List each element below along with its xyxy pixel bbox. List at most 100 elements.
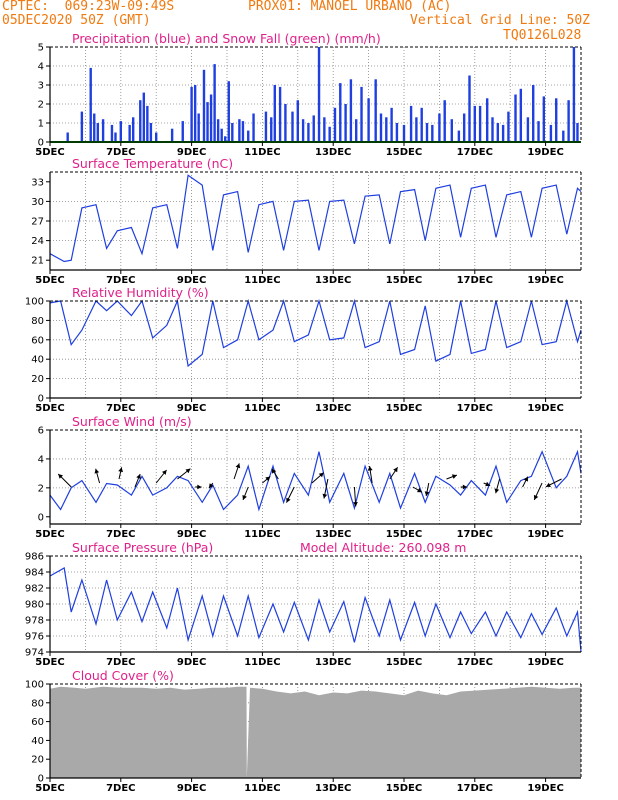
x-tick-label: 9DEC (177, 147, 206, 158)
precip-bar (110, 124, 114, 142)
precip-bar (485, 98, 489, 142)
y-tick-label: 100 (25, 297, 44, 308)
precip-bar (501, 124, 505, 142)
precip-bar (193, 85, 197, 142)
x-tick-label: 11DEC (244, 403, 280, 414)
precip-bar (395, 123, 399, 142)
wind-vector-head (523, 476, 528, 482)
precip-bar (142, 92, 146, 142)
precip-bar (264, 111, 268, 142)
precip-bar (101, 119, 105, 142)
x-tick-label: 11DEC (244, 783, 280, 794)
precip-bar (284, 104, 287, 142)
y-tick-label: 976 (25, 632, 44, 643)
y-tick-label: 2 (38, 100, 44, 111)
precip-bar (307, 123, 310, 142)
x-tick-label: 19DEC (527, 147, 563, 158)
wind-vector-head (208, 483, 214, 489)
header-station-coords: CPTEC: 069:23W-09:49S (2, 0, 175, 14)
wind-vector-head (162, 470, 167, 475)
precip-bar (312, 115, 315, 142)
x-tick-label: 15DEC (386, 657, 422, 668)
y-tick-label: 21 (31, 256, 44, 267)
wind-vector-head (242, 495, 247, 500)
precip-bar (519, 88, 523, 142)
x-tick-label: 11DEC (244, 529, 280, 540)
precip-bar (270, 117, 273, 142)
precip-bar (415, 117, 418, 142)
x-tick-label: 7DEC (106, 147, 135, 158)
wind-vector-head (424, 491, 430, 496)
wind-vector-head (286, 497, 291, 503)
x-tick-label: 17DEC (457, 529, 493, 540)
precip-bar (170, 128, 174, 142)
precip-bar (241, 121, 245, 142)
panel-title: Cloud Cover (%) (72, 668, 174, 683)
panel-precip: 0 1 2 3 4 5 5DEC 7DEC 9DEC 11DEC 13DEC 15DEC 17DEC 19… (35, 31, 582, 158)
precip-bar (296, 100, 299, 142)
x-tick-label: 19DEC (527, 403, 563, 414)
precip-bar (146, 105, 149, 142)
precip-bar (238, 119, 241, 142)
x-tick-label: 13DEC (315, 529, 351, 540)
y-tick-label: 27 (31, 217, 44, 228)
x-tick-label: 17DEC (457, 147, 493, 158)
y-tick-label: 984 (25, 568, 44, 579)
panel-cloud: 0 20 40 60 80 100 5DEC 7DEC 9DEC 11DEC 13DEC 15DEC 1… (25, 668, 582, 794)
precip-bar (555, 98, 558, 142)
precip-bar (291, 111, 294, 142)
x-tick-label: 7DEC (106, 657, 135, 668)
x-tick-label: 17DEC (457, 783, 493, 794)
panel-pressure: 974 976 978 980 982 984 986 5DEC 7DEC 9DEC 11DEC 13… (25, 540, 582, 668)
precip-bar (149, 123, 153, 142)
wind-vector-head (118, 467, 123, 473)
x-tick-label: 19DEC (527, 529, 563, 540)
y-tick-label: 0 (38, 138, 44, 149)
precip-bar (462, 113, 466, 142)
precip-bar (190, 86, 193, 142)
panel-title: Surface Temperature (nC) (72, 156, 233, 171)
precip-bar (93, 113, 96, 142)
y-tick-label: 3 (38, 81, 44, 92)
x-tick-label: 13DEC (315, 275, 351, 286)
y-tick-label: 980 (25, 600, 44, 611)
y-tick-label: 0 (38, 774, 44, 785)
x-tick-label: 7DEC (106, 403, 135, 414)
precip-bar (139, 100, 142, 142)
precip-bar (155, 132, 158, 142)
x-tick-label: 15DEC (386, 403, 422, 414)
header-run-time: 05DEC2020 50Z (GMT) (2, 13, 151, 28)
x-tick-label: 5DEC (35, 657, 64, 668)
x-tick-label: 15DEC (386, 529, 422, 540)
wind-vector-head (533, 494, 539, 500)
wind-vector-head (318, 472, 324, 478)
panel-title: Relative Humidity (%) (72, 285, 209, 300)
y-tick-label: 1 (38, 119, 44, 130)
series-line-temperature (49, 174, 582, 263)
precip-bar (549, 124, 553, 142)
precip-bar (333, 107, 337, 142)
y-tick-label: 974 (25, 648, 44, 659)
y-tick-label: 80 (31, 316, 44, 327)
precip-bar (206, 102, 209, 142)
x-tick-label: 7DEC (106, 783, 135, 794)
precip-bar (202, 69, 206, 142)
y-tick-label: 60 (31, 717, 44, 728)
precip-bar (227, 81, 230, 142)
precip-bar (224, 136, 227, 142)
precip-bar (367, 98, 370, 142)
panel-humidity: 0 20 40 60 80 100 5DEC 7DEC 9DEC 11DEC 13DEC 15DEC 1… (25, 285, 582, 414)
precip-bar (114, 132, 117, 142)
x-tick-label: 11DEC (244, 275, 280, 286)
precip-bar (402, 124, 406, 142)
header-station-name: PROX01: MANOEL URBANO (AC) (248, 0, 452, 14)
x-tick-label: 15DEC (386, 147, 422, 158)
precip-bar (349, 79, 353, 142)
y-tick-label: 6 (38, 426, 44, 437)
precip-bar (273, 85, 276, 142)
x-tick-label: 17DEC (457, 275, 493, 286)
precip-bar (252, 113, 255, 142)
x-tick-label: 19DEC (527, 275, 563, 286)
y-tick-label: 33 (31, 177, 44, 188)
precip-bar (131, 117, 135, 142)
